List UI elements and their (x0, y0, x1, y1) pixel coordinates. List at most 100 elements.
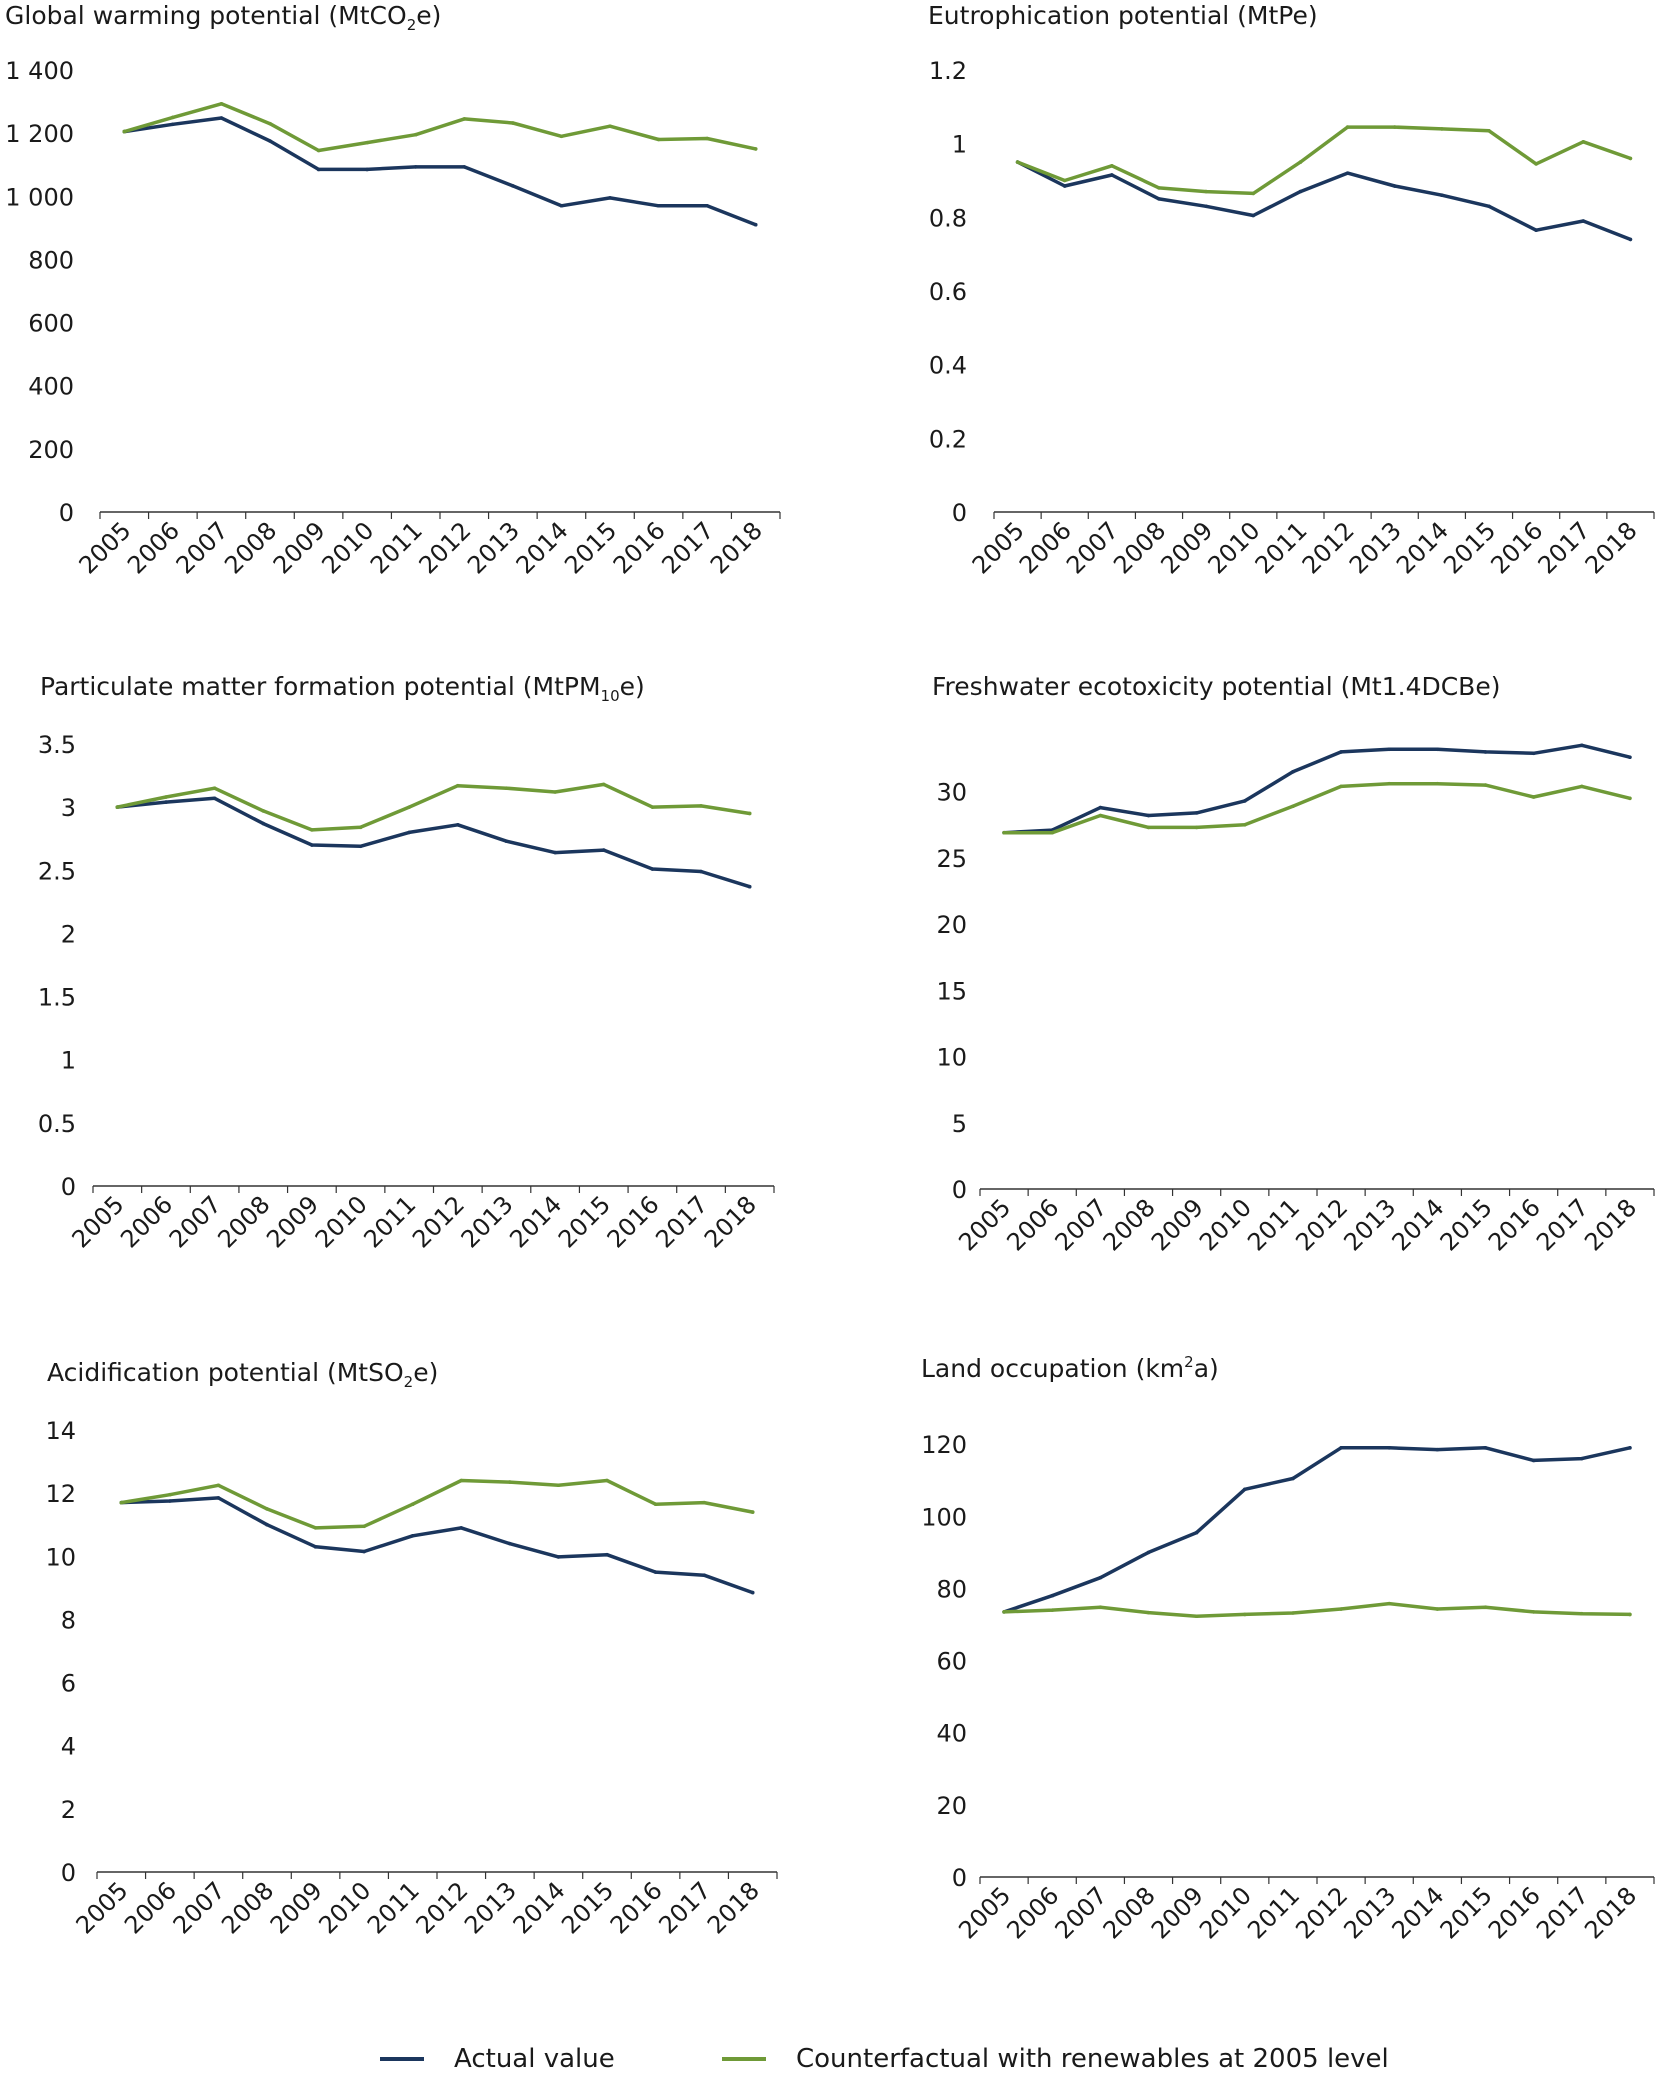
x-tick-label: 2015 (1438, 516, 1501, 579)
x-tick-label: 2009 (1146, 1193, 1209, 1256)
y-tick-label: 80 (936, 1575, 967, 1603)
x-tick-label: 2009 (268, 516, 331, 579)
data-point-actual (358, 844, 363, 849)
data-point-counterfactual (219, 101, 224, 106)
x-tick-label: 2016 (605, 1876, 668, 1939)
data-point-counterfactual (365, 140, 369, 145)
x-tick-label: 2008 (213, 1190, 276, 1253)
x-tick-label: 2012 (414, 516, 477, 579)
data-point-actual (268, 139, 272, 143)
y-tick-label: 2 (61, 920, 76, 948)
data-point-counterfactual (261, 809, 266, 813)
y-tick-label: 1.2 (929, 57, 967, 85)
data-point-counterfactual (1291, 1611, 1295, 1615)
data-point-actual (413, 165, 418, 169)
data-point-counterfactual (1628, 1612, 1632, 1617)
data-point-counterfactual (1002, 830, 1006, 835)
data-point-counterfactual (462, 117, 467, 121)
y-tick-label: 14 (45, 1417, 76, 1445)
data-point-counterfactual (1098, 813, 1103, 818)
data-point-counterfactual (168, 1492, 172, 1497)
data-point-actual (653, 1570, 658, 1574)
data-point-counterfactual (653, 1502, 658, 1506)
data-point-actual (508, 1541, 512, 1546)
data-point-actual (1628, 1446, 1632, 1450)
chart-title-end: e) (416, 1, 441, 30)
y-tick-label: 0 (952, 1176, 967, 1204)
data-point-actual (313, 1545, 318, 1549)
data-point-counterfactual (1015, 160, 1020, 164)
series-line-actual (1015, 160, 1633, 242)
data-point-counterfactual (1298, 160, 1303, 164)
chart-panel-1: Global warming potential (MtCO2e) 0 200 400… (5, 1, 781, 579)
data-point-counterfactual (605, 1478, 609, 1483)
x-tick-label: 2014 (1391, 516, 1454, 579)
data-point-counterfactual (1345, 125, 1350, 129)
x-tick-label: 2015 (559, 516, 622, 579)
data-point-actual (1345, 171, 1350, 175)
y-tick-label: 0 (952, 1864, 967, 1892)
y-tick-label: 12 (45, 1480, 76, 1508)
y-tick-label: 1 200 (5, 120, 74, 148)
x-tick-label: 2008 (1098, 1881, 1161, 1944)
x-tick-label: 2011 (1250, 516, 1313, 579)
data-point-counterfactual (1050, 830, 1055, 835)
data-point-counterfactual (656, 137, 661, 142)
data-point-counterfactual (1534, 162, 1538, 166)
data-point-actual (1050, 1593, 1055, 1598)
y-tick-label: 3.5 (38, 731, 76, 759)
data-point-actual (1483, 750, 1488, 754)
x-tick-label: 2006 (119, 1876, 182, 1939)
data-point-counterfactual (504, 786, 509, 790)
data-point-counterfactual (1194, 1614, 1199, 1619)
chart-title-main: Acidification potential (MtSO (47, 1358, 404, 1387)
x-tick-label: 2008 (1108, 516, 1171, 579)
y-tick-label: 2 (61, 1796, 76, 1824)
data-point-counterfactual (1387, 1601, 1392, 1606)
data-point-actual (1392, 184, 1397, 188)
data-point-actual (1242, 799, 1247, 803)
y-tick-label: 30 (936, 779, 967, 807)
x-tick-label: 2017 (1531, 1881, 1594, 1944)
y-tick-label: 8 (61, 1606, 76, 1634)
y-tick-label: 0.8 (929, 204, 967, 232)
chart-title: Particulate matter formation potential (… (40, 672, 645, 705)
data-point-actual (1194, 811, 1199, 815)
data-point-actual (168, 1499, 172, 1503)
y-tick-label: 600 (28, 310, 74, 338)
data-point-counterfactual (1110, 163, 1114, 168)
chart-title-superscript: 2 (1184, 1353, 1194, 1371)
chart-panel-4: Freshwater ecotoxicity potential (Mt1.4D… (932, 672, 1655, 1256)
chart-title-subscript: 10 (601, 687, 620, 705)
series-line-actual (119, 1496, 755, 1595)
y-tick-label: 10 (45, 1543, 76, 1571)
data-point-actual (556, 1555, 561, 1559)
x-tick-label: 2011 (362, 1876, 425, 1939)
data-point-counterfactual (410, 1502, 415, 1506)
data-point-counterfactual (1098, 1605, 1103, 1610)
x-tick-label: 2010 (316, 516, 379, 579)
data-point-actual (753, 222, 758, 227)
x-tick-label: 2018 (1579, 1193, 1642, 1256)
data-point-actual (1291, 1476, 1295, 1481)
series-line-actual (1002, 743, 1632, 835)
data-point-counterfactual (1251, 191, 1256, 196)
x-tick-label: 2010 (310, 1190, 373, 1253)
data-point-counterfactual (268, 121, 272, 126)
y-tick-label: 20 (936, 911, 967, 939)
data-point-counterfactual (459, 1478, 464, 1483)
data-point-counterfactual (1531, 1610, 1536, 1614)
chart-title: Freshwater ecotoxicity potential (Mt1.4D… (932, 672, 1500, 701)
data-point-actual (365, 167, 369, 172)
y-tick-label: 1.5 (38, 984, 76, 1012)
data-point-actual (265, 1522, 269, 1527)
y-tick-label: 3 (61, 794, 76, 822)
chart-title-end: a) (1194, 1354, 1219, 1383)
x-tick-label: 2018 (702, 1876, 765, 1939)
data-point-counterfactual (310, 828, 314, 832)
chart-title-main: Land occupation (km (921, 1354, 1184, 1383)
data-point-actual (702, 1573, 706, 1578)
x-tick-label: 2017 (653, 1876, 716, 1939)
series-line-counterfactual (1002, 781, 1632, 835)
